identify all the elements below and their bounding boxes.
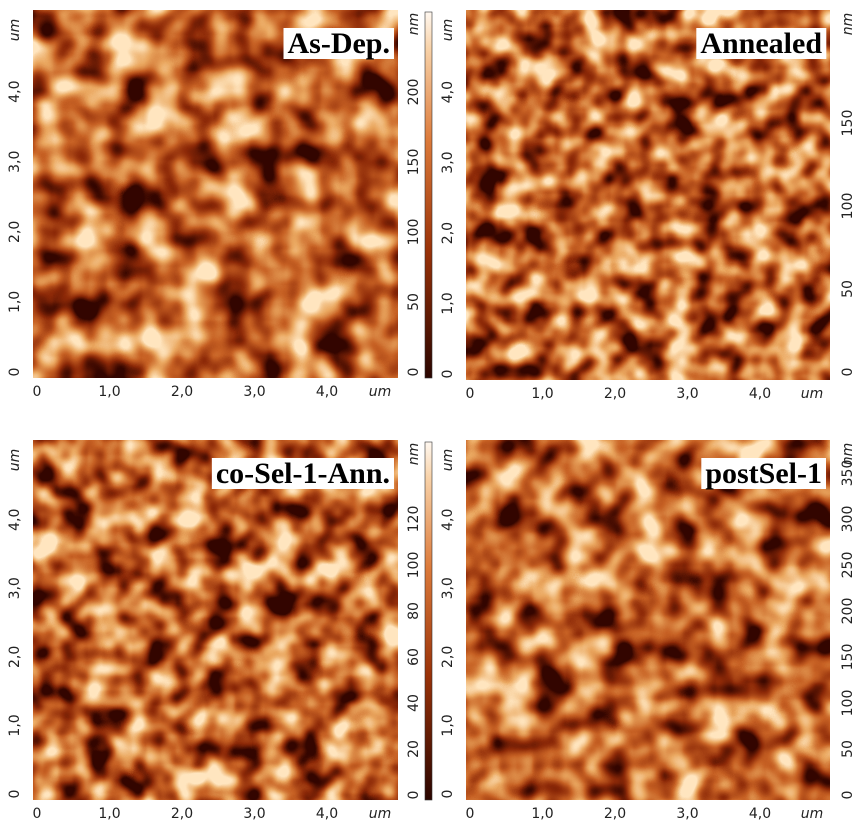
y-unit: um [440, 19, 456, 42]
x-tick-label: 2,0 [171, 384, 193, 400]
x-tick-label: 4,0 [749, 806, 771, 822]
colorbar-tick-label: 150 [840, 644, 856, 671]
x-tick-label: 0 [33, 384, 42, 400]
colorbar-unit: nm [840, 13, 856, 36]
colorbar-tick-label: 0 [406, 368, 422, 377]
y-tick-label: 2,0 [7, 221, 23, 243]
x-tick-label: 0 [33, 806, 42, 822]
x-tick-label: 1,0 [98, 384, 120, 400]
x-unit: um [369, 384, 392, 400]
x-tick-label: 3,0 [676, 386, 698, 402]
y-tick-label: 4,0 [7, 80, 23, 102]
colorbar-tick-label: 0 [406, 791, 422, 800]
afm-panel: postSel-1 0 1,0 2,0 3,0 4,0 um 0 1,0 2,0 3,0 4,0 um 0… [440, 440, 856, 822]
colorbar [424, 441, 433, 801]
sample-label: co-Sel-1-Ann. [216, 457, 390, 490]
sample-label: Annealed [700, 27, 822, 60]
afm-panel: Annealed 0 1,0 2,0 3,0 4,0 um 0 1,0 2,0 3,0 4,0 um 0 5… [440, 10, 856, 402]
colorbar [424, 11, 433, 379]
colorbar-tick-label: 40 [406, 694, 422, 712]
afm-image [33, 440, 398, 800]
y-tick-label: 0 [7, 368, 23, 377]
afm-image [33, 10, 398, 378]
y-unit: um [440, 449, 456, 472]
colorbar-tick-label: 120 [406, 506, 422, 533]
x-tick-label: 3,0 [243, 806, 265, 822]
y-tick-label: 4,0 [7, 509, 23, 531]
colorbar-tick-label: 0 [840, 791, 856, 800]
label-box [211, 458, 394, 489]
afm-panel: co-Sel-1-Ann. 0 1,0 2,0 3,0 4,0 um 0 1,0 2,0 3,0 4,… [7, 440, 433, 822]
x-unit: um [369, 806, 392, 822]
colorbar-tick-label: 150 [840, 110, 856, 137]
colorbar-unit: nm [406, 443, 422, 466]
x-tick-label: 4,0 [316, 384, 338, 400]
label-box [283, 28, 394, 59]
x-unit: um [801, 386, 824, 402]
x-tick-label: 1,0 [98, 806, 120, 822]
x-tick-label: 1,0 [531, 386, 553, 402]
sample-label: As-Dep. [288, 27, 391, 60]
colorbar-tick-label: 50 [840, 280, 856, 298]
y-tick-label: 4,0 [440, 81, 456, 103]
y-tick-label: 3,0 [440, 577, 456, 599]
y-tick-label: 2,0 [440, 646, 456, 668]
colorbar-tick-label: 150 [406, 149, 422, 176]
x-tick-label: 3,0 [243, 384, 265, 400]
y-tick-label: 3,0 [7, 577, 23, 599]
colorbar-tick-label: 100 [406, 219, 422, 246]
colorbar-tick-label: 300 [840, 506, 856, 533]
y-tick-label: 1,0 [440, 714, 456, 736]
y-tick-label: 3,0 [7, 151, 23, 173]
afm-panel: As-Dep. 0 1,0 2,0 3,0 4,0 um 0 1,0 2,0 3,0 4,0 um 0 50… [7, 10, 433, 400]
x-unit: um [801, 806, 824, 822]
colorbar-tick-label: 60 [406, 648, 422, 666]
x-tick-label: 3,0 [676, 806, 698, 822]
y-unit: um [7, 19, 23, 42]
colorbar-tick-label: 350 [840, 460, 856, 487]
colorbar-tick-label: 50 [406, 293, 422, 311]
x-tick-label: 2,0 [171, 806, 193, 822]
x-tick-label: 2,0 [604, 806, 626, 822]
x-tick-label: 2,0 [604, 386, 626, 402]
x-tick-label: 4,0 [316, 806, 338, 822]
y-tick-label: 2,0 [7, 646, 23, 668]
colorbar-tick-label: 50 [840, 740, 856, 758]
y-tick-label: 0 [440, 790, 456, 799]
colorbar-tick-label: 200 [406, 79, 422, 106]
colorbar-unit: nm [840, 443, 856, 466]
y-tick-label: 3,0 [440, 151, 456, 173]
y-tick-label: 1,0 [7, 714, 23, 736]
y-tick-label: 0 [440, 370, 456, 379]
label-box [696, 28, 827, 59]
label-box [701, 458, 826, 489]
y-tick-label: 1,0 [440, 292, 456, 314]
colorbar-tick-label: 250 [840, 552, 856, 579]
colorbar-tick-label: 0 [840, 368, 856, 377]
colorbar-tick-label: 100 [840, 690, 856, 717]
colorbar-tick-label: 200 [840, 598, 856, 625]
colorbar-unit: nm [406, 13, 422, 36]
x-tick-label: 0 [466, 806, 475, 822]
colorbar-tick-label: 100 [406, 552, 422, 579]
y-tick-label: 0 [7, 790, 23, 799]
x-tick-label: 1,0 [531, 806, 553, 822]
y-unit: um [7, 449, 23, 472]
sample-label: postSel-1 [705, 457, 822, 490]
y-tick-label: 1,0 [7, 291, 23, 313]
y-tick-label: 4,0 [440, 509, 456, 531]
y-tick-label: 2,0 [440, 222, 456, 244]
afm-image [466, 10, 830, 380]
colorbar-tick-label: 100 [840, 193, 856, 220]
colorbar-tick-label: 80 [406, 602, 422, 620]
afm-image [466, 440, 830, 800]
x-tick-label: 4,0 [749, 386, 771, 402]
x-tick-label: 0 [466, 386, 475, 402]
colorbar-tick-label: 20 [406, 740, 422, 758]
